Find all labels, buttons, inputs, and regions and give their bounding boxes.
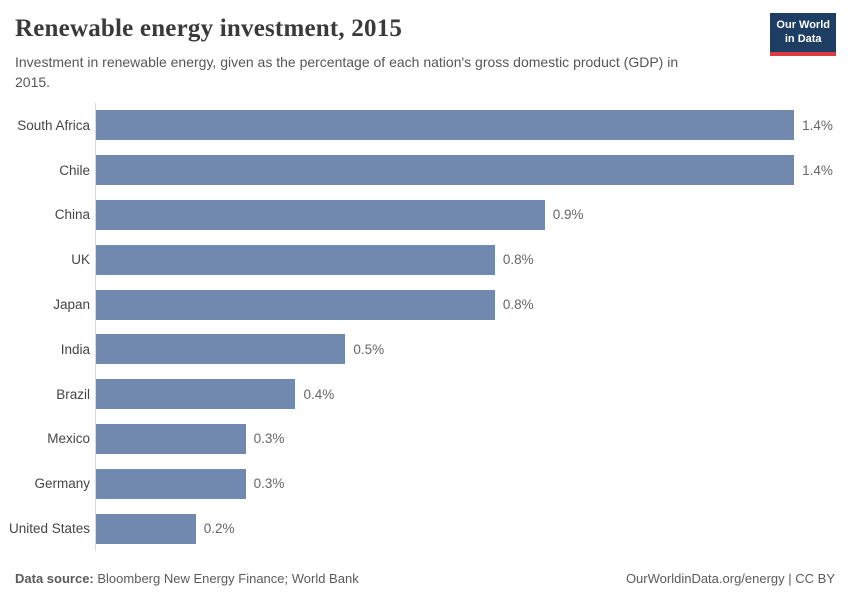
- category-label: UK: [71, 252, 90, 268]
- y-axis-line: [95, 103, 96, 551]
- data-source-label: Data source:: [15, 571, 94, 586]
- bar: [96, 244, 495, 275]
- bar-row: Chile 1.4%: [0, 148, 850, 193]
- bar: [96, 110, 795, 141]
- bar-area: 0.8%: [96, 237, 850, 282]
- data-source-text: Bloomberg New Energy Finance; World Bank: [93, 571, 359, 586]
- bar-area: 1.4%: [96, 148, 850, 193]
- bar: [96, 289, 495, 320]
- bar-row: UK 0.8%: [0, 237, 850, 282]
- chart-title: Renewable energy investment, 2015: [15, 15, 403, 42]
- bar-row: South Africa 1.4%: [0, 103, 850, 148]
- bar-value-label: 0.9%: [552, 207, 584, 223]
- bar-area: 0.3%: [96, 461, 850, 506]
- bar-row: Mexico 0.3%: [0, 417, 850, 462]
- bar-value-label: 0.4%: [303, 386, 335, 402]
- bar-value-label: 0.5%: [353, 341, 385, 357]
- bar: [96, 379, 296, 410]
- bar: [96, 334, 346, 365]
- category-label: Japan: [53, 297, 90, 313]
- category-label: South Africa: [17, 117, 90, 133]
- bar-area: 0.4%: [96, 372, 850, 417]
- bar: [96, 155, 795, 186]
- category-label: India: [60, 341, 90, 357]
- bar: [96, 423, 246, 454]
- bar-value-label: 1.4%: [802, 162, 833, 178]
- bar-row: India 0.5%: [0, 327, 850, 372]
- bar-row: Germany 0.3%: [0, 461, 850, 506]
- bar-row: United States 0.2%: [0, 506, 850, 551]
- bar-area: 0.9%: [96, 193, 850, 238]
- bar: [96, 513, 196, 544]
- bar-row: Brazil 0.4%: [0, 372, 850, 417]
- category-label: Brazil: [56, 386, 90, 402]
- bar-chart: South Africa 1.4% Chile 1.4% China 0.9% UK 0.8%…: [0, 103, 850, 551]
- category-label: Chile: [59, 162, 90, 178]
- bar-area: 0.3%: [96, 417, 850, 462]
- owid-logo: Our World in Data: [770, 13, 836, 56]
- bar-area: 0.8%: [96, 282, 850, 327]
- chart-footer: Data source: Bloomberg New Energy Financ…: [15, 571, 835, 586]
- bar-area: 1.4%: [96, 103, 850, 148]
- bar-value-label: 0.3%: [253, 431, 285, 447]
- bar: [96, 468, 246, 499]
- data-source: Data source: Bloomberg New Energy Financ…: [15, 571, 359, 586]
- bar-value-label: 1.4%: [802, 117, 833, 133]
- bar-row: Japan 0.8%: [0, 282, 850, 327]
- category-label: United States: [8, 521, 90, 537]
- category-label: Mexico: [47, 431, 90, 447]
- bar-value-label: 0.8%: [502, 252, 534, 268]
- bar-area: 0.5%: [96, 327, 850, 372]
- category-label: China: [54, 207, 90, 223]
- owid-logo-line2: in Data: [784, 33, 822, 46]
- bar-row: China 0.9%: [0, 193, 850, 238]
- bar-value-label: 0.8%: [502, 297, 534, 313]
- category-label: Germany: [34, 476, 90, 492]
- bar-area: 0.2%: [96, 506, 850, 551]
- chart-header: Renewable energy investment, 2015 Invest…: [15, 15, 755, 93]
- bar: [96, 199, 545, 230]
- owid-logo-line1: Our World: [776, 19, 830, 31]
- bar-value-label: 0.2%: [203, 521, 235, 537]
- chart-subtitle: Investment in renewable energy, given as…: [15, 54, 679, 91]
- credit-line: OurWorldinData.org/energy | CC BY: [625, 571, 835, 586]
- bar-value-label: 0.3%: [253, 476, 285, 492]
